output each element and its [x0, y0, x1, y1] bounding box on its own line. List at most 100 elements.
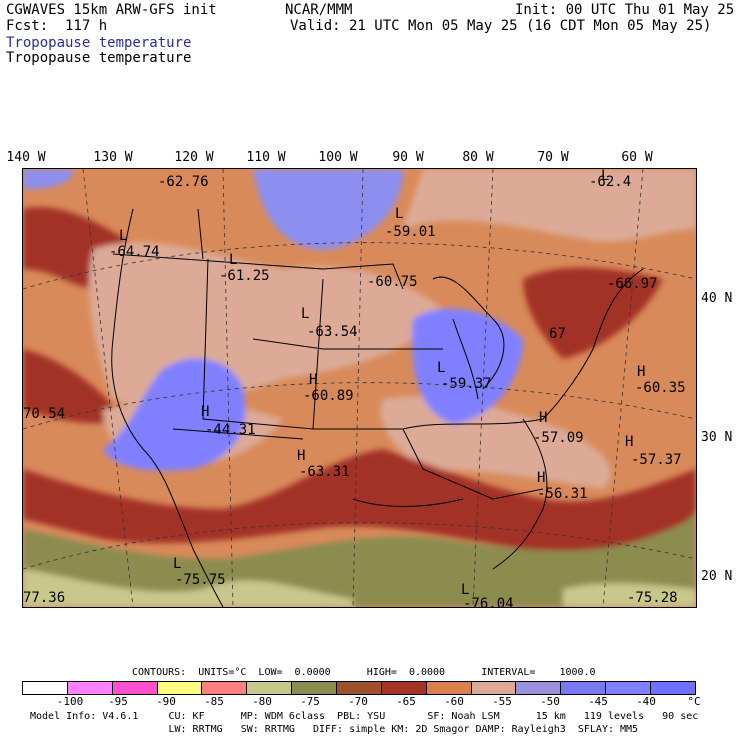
map-label: L	[301, 306, 310, 322]
map-label: -64.74	[109, 244, 160, 260]
field-band-65	[23, 349, 123, 424]
colorbar-swatch	[202, 682, 248, 694]
model-title: CGWAVES 15km ARW-GFS init	[6, 2, 217, 18]
map-graphic	[23, 169, 696, 607]
map-label: H	[537, 470, 546, 486]
lon-label: 140 W	[6, 150, 46, 165]
map-label: -66.97	[607, 276, 658, 292]
colorbar-swatch	[381, 682, 427, 694]
colorbar-swatch	[516, 682, 562, 694]
lon-label: 100 W	[318, 150, 358, 165]
map-label: 67	[549, 326, 566, 342]
map-label: -61.25	[219, 268, 270, 284]
lon-label: 120 W	[174, 150, 214, 165]
organization: NCAR/MMM	[285, 2, 353, 18]
colorbar-swatch	[23, 682, 68, 694]
valid-time: Valid: 21 UTC Mon 05 May 25 (16 CDT Mon …	[290, 18, 712, 34]
map-label: -57.37	[631, 452, 682, 468]
graticule	[23, 169, 696, 607]
colorbar-swatch	[561, 682, 607, 694]
map-label: -44.31	[205, 422, 256, 438]
colorbar-tick: -50	[540, 695, 560, 708]
field-band-65	[523, 267, 663, 359]
field-band-70	[23, 509, 696, 607]
colorbar-swatch	[67, 682, 113, 694]
colorbar-tick: -100	[56, 695, 84, 708]
field-band-55	[380, 396, 611, 489]
map-label: L	[461, 582, 470, 598]
colorbar-swatch	[426, 682, 472, 694]
map-label: 77.36	[23, 590, 66, 606]
map-label: -60.89	[303, 388, 354, 404]
colorbar-swatch	[471, 682, 517, 694]
map-label: H	[201, 404, 210, 420]
map-label: -75.75	[175, 572, 226, 588]
map-label: H	[539, 410, 548, 426]
model-info-line-1: Model Info: V4.6.1 CU: KF MP: WDM 6class…	[30, 711, 699, 722]
color-scale-bar	[22, 681, 696, 695]
map-label: L	[437, 360, 446, 376]
colorbar-swatch	[337, 682, 382, 694]
colorbar-tick: -40	[636, 695, 656, 708]
map-label: -59.01	[385, 224, 436, 240]
colorbar-swatch	[606, 682, 652, 694]
lat-label: 20 N	[701, 569, 733, 584]
map-label: 70.54	[23, 406, 66, 422]
contour-info: CONTOURS: UNITS=°C LOW= 0.0000 HIGH= 0.0…	[132, 667, 596, 678]
colorbar-tick: -95	[108, 695, 128, 708]
lon-label: 60 W	[621, 150, 653, 165]
political-boundaries	[111, 208, 644, 607]
field-title-blue: Tropopause temperature	[6, 35, 192, 51]
field-band-75	[563, 583, 696, 607]
colorbar-tick: -80	[252, 695, 272, 708]
model-info-line-2: LW: RRTMG SW: RRTMG DIFF: simple KM: 2D …	[30, 724, 639, 735]
map-label: -63.54	[307, 324, 358, 340]
field-band-50	[253, 169, 403, 250]
map-label: H	[637, 364, 646, 380]
colorbar-tick: -70	[348, 695, 368, 708]
init-time: Init: 00 UTC Thu 01 May 25	[515, 2, 735, 18]
field-band-50	[23, 169, 73, 189]
map-label: -56.31	[537, 486, 588, 502]
tropopause-temperature-map: -62.76 L -64.74 L -61.25 L -59.01 -60.75…	[22, 168, 697, 608]
lon-label: 130 W	[93, 150, 133, 165]
lon-label: 90 W	[392, 150, 424, 165]
map-label: -57.09	[533, 430, 584, 446]
map-label: L	[229, 252, 238, 268]
map-label: -76.04	[463, 596, 514, 608]
map-label: -60.35	[635, 380, 686, 396]
field-band-75	[23, 569, 353, 607]
lat-label: 40 N	[701, 291, 733, 306]
map-label: -75.28	[627, 590, 678, 606]
colorbar-tick: -65	[396, 695, 416, 708]
colorbar-tick: °C	[687, 695, 701, 708]
map-label: -62.76	[158, 174, 209, 190]
map-label: L	[601, 168, 610, 184]
map-label: -63.31	[299, 464, 350, 480]
map-label: -60.75	[367, 274, 418, 290]
colorbar-tick: -90	[156, 695, 176, 708]
field-band-55	[403, 169, 696, 242]
field-band-45	[412, 308, 523, 424]
colorbar-tick: -85	[204, 695, 224, 708]
map-label: L	[119, 228, 128, 244]
colorbar-tick: -60	[444, 695, 464, 708]
lon-label: 80 W	[462, 150, 494, 165]
map-label: -62.4	[589, 174, 632, 190]
colorbar-tick: -45	[588, 695, 608, 708]
lon-label: 70 W	[537, 150, 569, 165]
map-label: L	[173, 556, 182, 572]
colorbar-swatch	[292, 682, 338, 694]
lon-label: 110 W	[246, 150, 286, 165]
colorbar-swatch	[112, 682, 158, 694]
map-label: H	[309, 372, 318, 388]
map-label: L	[395, 206, 404, 222]
colorbar-swatch	[651, 682, 695, 694]
colorbar-swatch	[157, 682, 203, 694]
colorbar-tick: -55	[492, 695, 512, 708]
lat-label: 30 N	[701, 430, 733, 445]
map-label: H	[297, 448, 306, 464]
colorbar-tick: -75	[300, 695, 320, 708]
forecast-hour: Fcst: 117 h	[6, 18, 108, 34]
field-title: Tropopause temperature	[6, 50, 192, 66]
